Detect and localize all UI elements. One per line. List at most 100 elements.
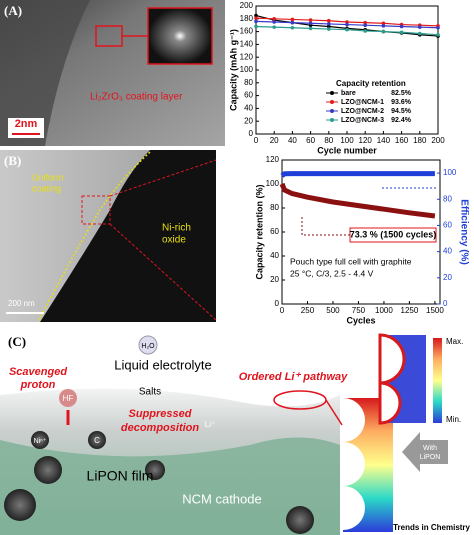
zoom-line <box>109 223 217 321</box>
legend-marker <box>330 100 334 104</box>
panel-label: (B) <box>4 153 21 168</box>
electrolyte-label: Liquid electrolyte <box>114 357 212 372</box>
legend-label: LZO@NCM-2 <box>341 108 384 115</box>
data-point <box>254 19 258 24</box>
y2-tick-label: 100 <box>443 168 457 177</box>
zoom-box <box>81 195 111 225</box>
data-point <box>327 22 331 26</box>
data-point <box>363 23 368 28</box>
suppressed-label: Suppressed <box>129 408 192 420</box>
y2-tick-label: 20 <box>443 273 452 282</box>
legend-label: LZO@NCM-3 <box>341 117 384 124</box>
y-tick-label: 40 <box>244 104 253 113</box>
x-tick-label: 0 <box>280 306 285 315</box>
data-point <box>345 20 349 24</box>
data-point <box>327 18 331 23</box>
coating-outline <box>37 151 151 323</box>
legend-marker <box>330 91 334 95</box>
y2-tick-label: 60 <box>443 221 452 230</box>
annotation: Pouch type full cell with graphite <box>290 256 412 266</box>
x-tick-label: 40 <box>288 136 297 145</box>
x-tick-label: 60 <box>306 136 315 145</box>
cathode-label: NCM cathode <box>182 491 261 506</box>
data-point <box>254 24 258 29</box>
y-tick-label: 160 <box>240 27 254 36</box>
x-tick-label: 200 <box>431 136 445 145</box>
field-map-particles <box>378 333 406 425</box>
y-axis-label: Capacity retention (%) <box>254 184 264 279</box>
with-label: With <box>423 445 437 452</box>
colorbar-min: Min. <box>446 415 461 424</box>
suppressed-label: decomposition <box>121 422 200 434</box>
particle <box>34 456 62 484</box>
colorbar <box>433 338 442 423</box>
annotation: 73.3 % (1500 cycles) <box>350 229 437 239</box>
water-label: H₂O <box>141 343 155 350</box>
data-point <box>399 24 404 29</box>
data-point <box>363 20 368 25</box>
oxide-region <box>40 150 216 322</box>
data-point <box>381 24 386 28</box>
ni-label: Niⁿ⁺ <box>34 438 47 445</box>
y-tick-label: 40 <box>270 251 279 260</box>
y-tick-label: 20 <box>244 116 253 125</box>
data-point <box>327 27 331 31</box>
oxide-label: Ni-rich <box>162 223 191 234</box>
particle <box>286 506 314 534</box>
credit: Trends in Chemistry <box>393 523 470 532</box>
panel-label: (A) <box>4 3 22 18</box>
data-point <box>436 33 440 37</box>
scale-label: 2nm <box>15 118 38 130</box>
y2-tick-label: 0 <box>443 299 448 308</box>
data-point <box>254 16 258 20</box>
y-tick-label: 20 <box>270 275 279 284</box>
x-tick-label: 20 <box>270 136 279 145</box>
legend-label: bare <box>341 90 356 97</box>
carbon <box>88 431 106 449</box>
data-point <box>345 27 349 32</box>
data-point <box>308 26 313 31</box>
zoom-line <box>109 159 217 197</box>
y-tick-label: 80 <box>244 78 253 87</box>
coating-label: coating <box>32 183 61 193</box>
ni-ion <box>31 431 49 449</box>
legend-value: 94.5% <box>391 108 412 115</box>
y-tick-label: 100 <box>266 179 280 188</box>
with-label: LiPON <box>420 454 441 461</box>
y-tick-label: 200 <box>240 1 254 10</box>
highlight-link <box>325 399 343 426</box>
x-tick-label: 140 <box>377 136 391 145</box>
data-point <box>418 31 422 36</box>
y-tick-label: 120 <box>240 52 254 61</box>
data-point <box>272 17 277 21</box>
legend-marker <box>330 118 334 122</box>
li-label: Li⁺ <box>205 420 215 429</box>
carbon-label: C <box>94 436 100 445</box>
y-tick-label: 60 <box>270 227 279 236</box>
legend-value: 93.6% <box>391 99 412 106</box>
data-point <box>290 17 295 22</box>
annotation: 25 °C, C/3, 2.5 - 4.4 V <box>290 268 374 278</box>
data-point <box>254 13 258 18</box>
data-point <box>272 20 277 24</box>
legend-label: LZO@NCM-1 <box>341 99 384 106</box>
x-tick-label: 500 <box>326 306 340 315</box>
y2-tick-label: 40 <box>443 247 452 256</box>
data-point <box>381 21 386 26</box>
x-axis-label: Cycle number <box>317 145 377 155</box>
field-map-particles <box>343 398 365 530</box>
x-axis-label: Cycles <box>346 315 375 325</box>
data-point <box>363 29 368 33</box>
oxide-label: oxide <box>162 235 186 246</box>
scale-bar <box>12 133 40 135</box>
data-point <box>327 24 331 29</box>
y-tick-label: 140 <box>240 40 254 49</box>
hf-label: HF <box>63 394 74 403</box>
legend-value: 92.4% <box>391 117 412 124</box>
x-tick-label: 100 <box>340 136 354 145</box>
panel-label: (C) <box>8 334 26 349</box>
salts-label: Salts <box>139 387 161 398</box>
water-molecule <box>138 335 158 355</box>
scale-label: 200 nm <box>8 299 35 308</box>
data-point <box>308 21 313 26</box>
